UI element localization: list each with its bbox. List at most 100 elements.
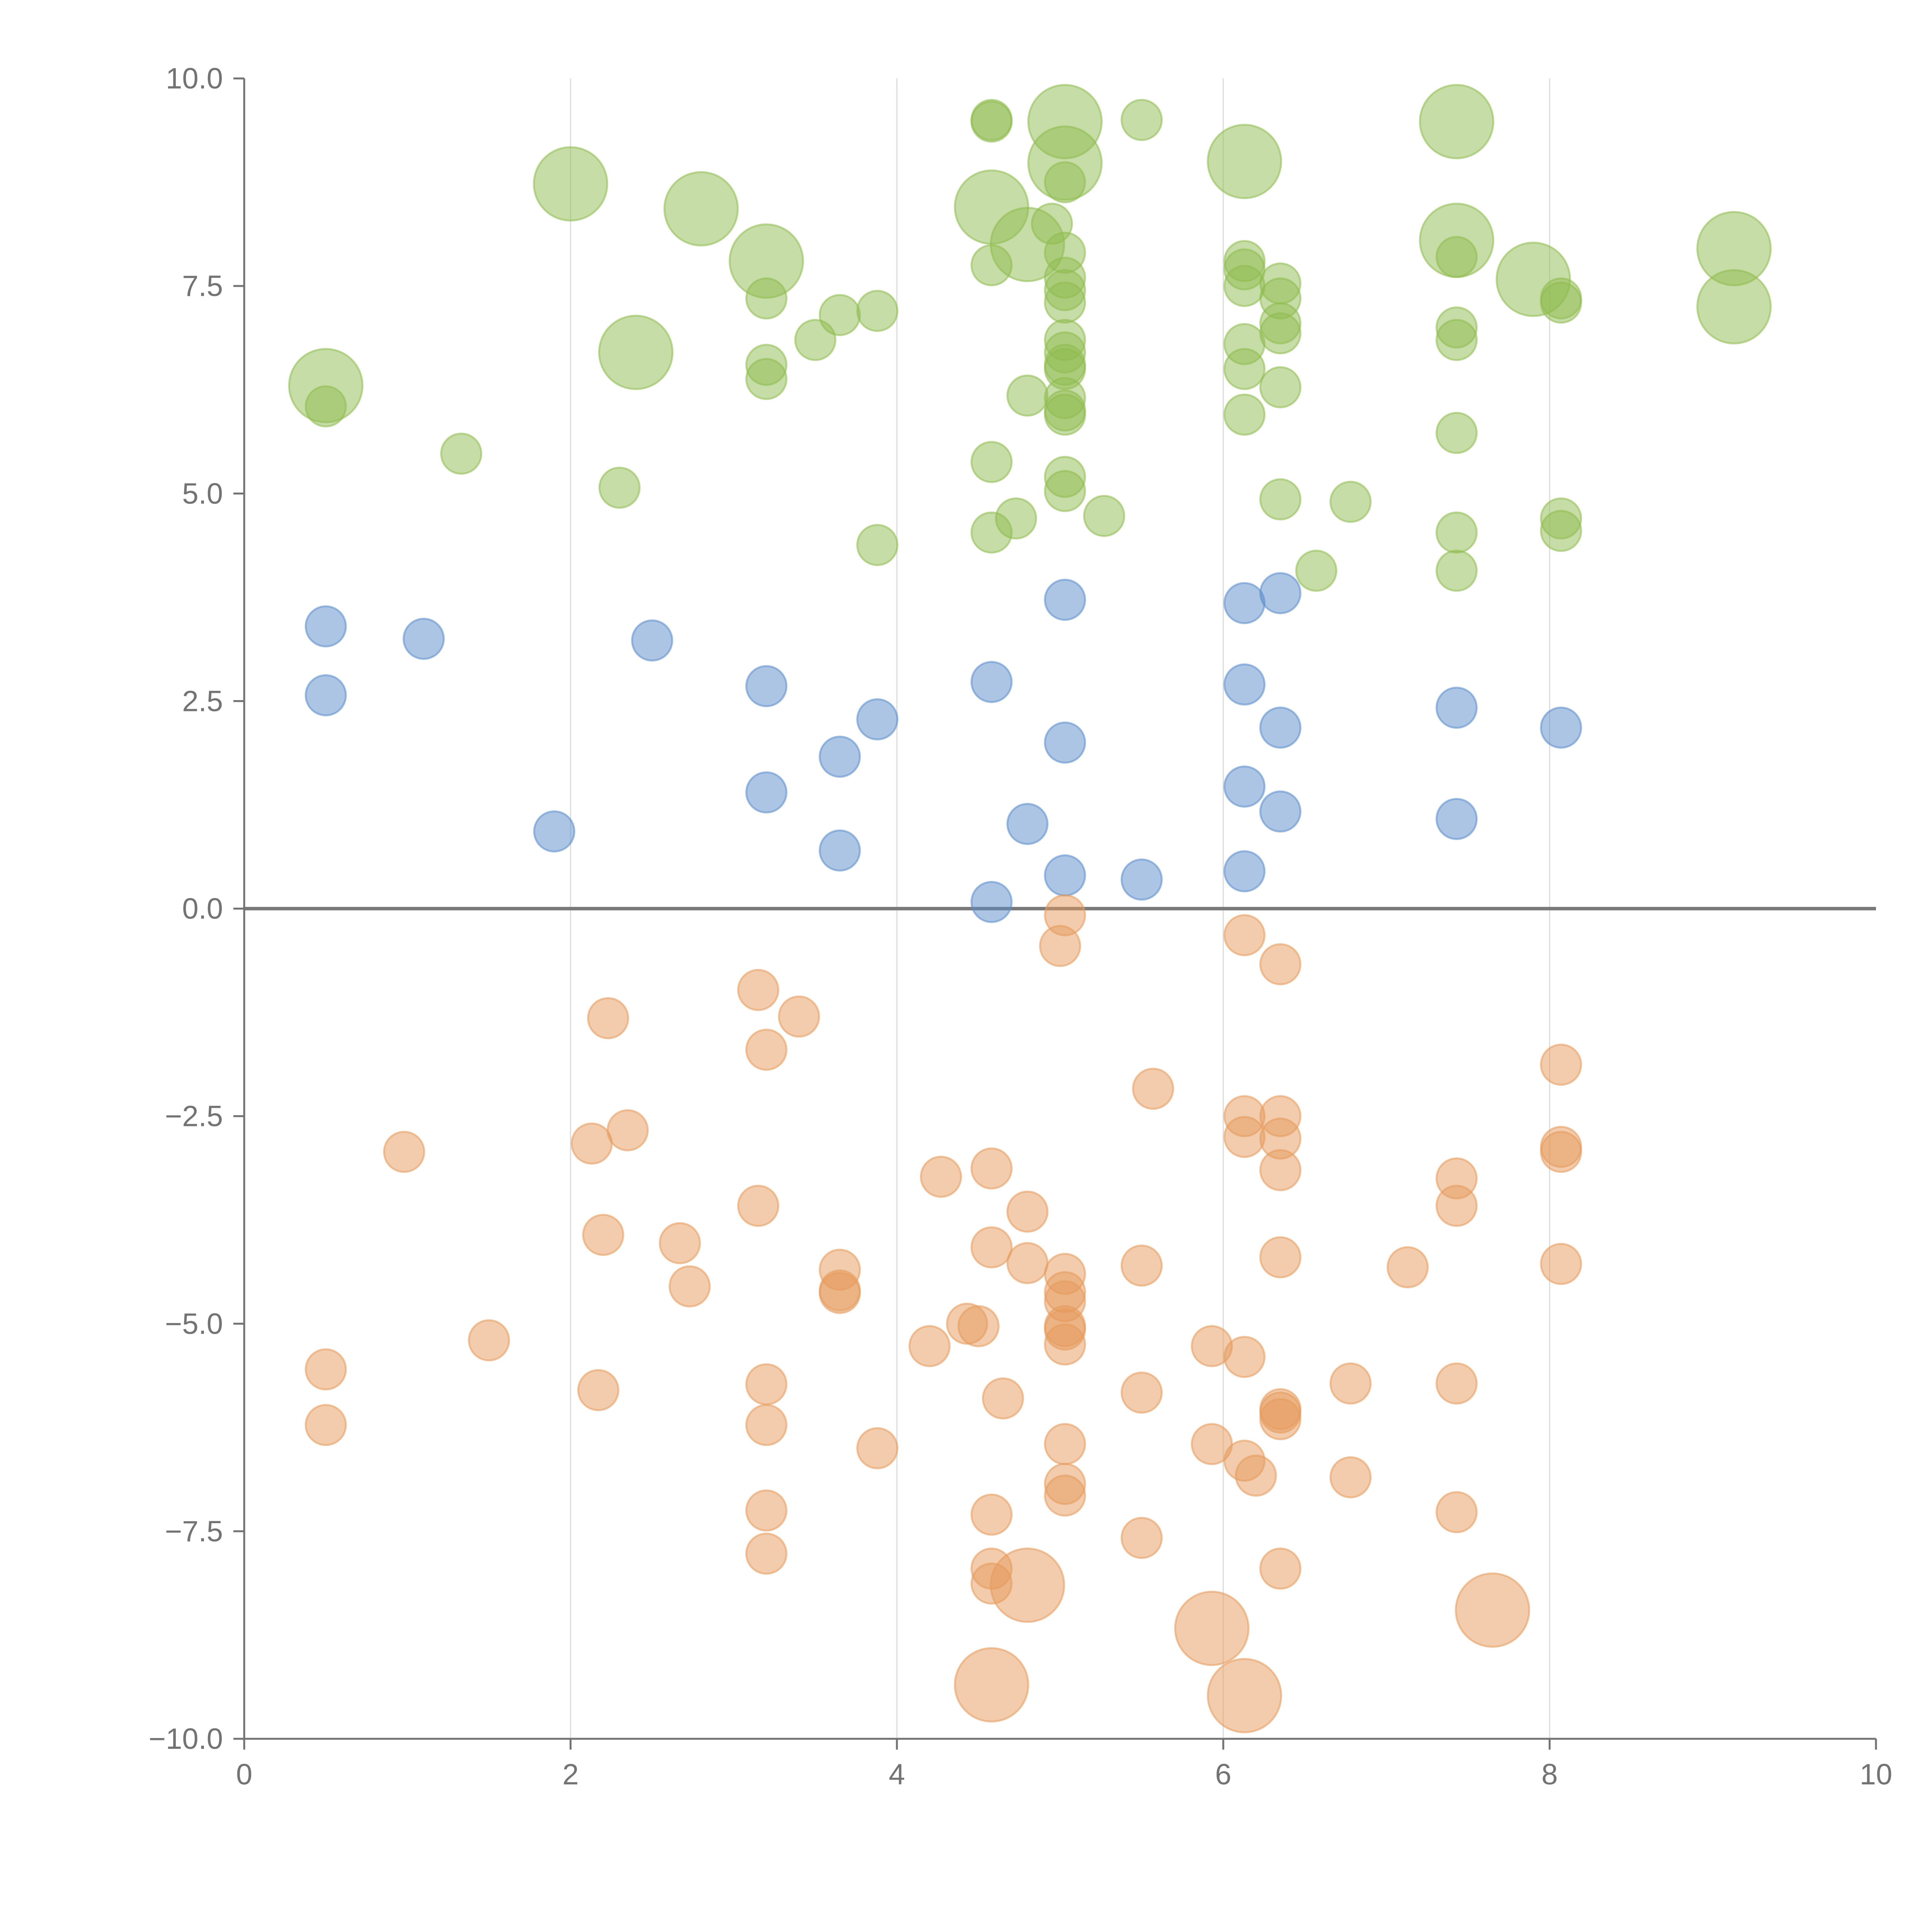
bubble-point (304, 1348, 347, 1391)
bubble-point (970, 661, 1013, 703)
bubble-point (1329, 1362, 1372, 1405)
y-tick-label: 10.0 (166, 62, 223, 95)
bubble-point (598, 315, 674, 390)
bubble-point (970, 1147, 1013, 1190)
y-tick-label: 0.0 (182, 893, 223, 925)
bubble-point (1044, 1474, 1086, 1517)
bubble-point (856, 698, 899, 741)
bubble-point (1235, 1454, 1277, 1497)
bubble-point (1223, 582, 1266, 624)
bubble-point (737, 1185, 779, 1227)
bubble-point (856, 1427, 899, 1469)
bubble-point (745, 665, 787, 707)
bubble-point (1121, 99, 1163, 141)
bubble-point (1540, 1131, 1582, 1173)
bubble-point (1435, 1362, 1478, 1405)
y-tick-label: 5.0 (182, 477, 223, 510)
bubble-point (1044, 393, 1086, 436)
bubble-point (1696, 269, 1772, 345)
bubble-point (1259, 943, 1302, 985)
bubble-point (970, 1493, 1013, 1536)
y-tick-label: 2.5 (182, 685, 223, 718)
bubble-point (1419, 84, 1495, 160)
bubble-point (304, 605, 347, 648)
bubble-point (1435, 412, 1478, 454)
x-tick-label: 10 (1860, 1758, 1893, 1791)
bubble-point (1223, 850, 1266, 893)
bubble-point (1006, 1242, 1049, 1284)
bubble-point (1044, 161, 1086, 204)
bubble-point (970, 441, 1013, 483)
axes: 0 2 4 6 8 10 −10.0 −7.5 −5.0 −2.5 0.0 2.5 5.0 7.5 10.0 (149, 62, 1893, 1791)
y-tick-label: −10.0 (149, 1723, 223, 1755)
bubble-point (533, 810, 575, 853)
bubble-point (1083, 495, 1126, 537)
series-high (288, 84, 1772, 592)
bubble-point (737, 969, 779, 1011)
bubble-point (440, 432, 483, 475)
bubble-point (1044, 470, 1086, 512)
bubble-point (668, 1265, 711, 1308)
bubble-point (1435, 549, 1478, 592)
bubble-point (995, 497, 1037, 540)
bubble-point (745, 1404, 787, 1446)
bubble-point (954, 1647, 1029, 1723)
bubble-point (818, 1272, 861, 1314)
bubble-point (1121, 1244, 1163, 1287)
bubble-point (1006, 803, 1049, 845)
bubble-point (1044, 1323, 1086, 1366)
bubble-point (1044, 854, 1086, 897)
series-mid (304, 572, 1582, 923)
bubble-point (1207, 1658, 1282, 1733)
bubble-point (1259, 478, 1302, 520)
bubble-point (304, 674, 347, 716)
bubble-point (1259, 312, 1302, 355)
bubble-point (1207, 124, 1282, 199)
bubble-point (1435, 1185, 1478, 1227)
y-tick-label: −2.5 (165, 1100, 223, 1133)
bubble-point (1223, 1116, 1266, 1158)
bubble-point (1259, 1236, 1302, 1279)
bubble-point (982, 1377, 1024, 1420)
bubble-point (582, 1214, 624, 1256)
bubble-point (1540, 1043, 1582, 1086)
bubble-point (1435, 687, 1478, 729)
bubble-point (1223, 265, 1266, 307)
bubble-point (856, 290, 899, 332)
y-tick-label: −5.0 (165, 1308, 223, 1340)
bubble-point (778, 995, 820, 1038)
bubble-point (1121, 1371, 1163, 1414)
bubble-point (908, 1325, 951, 1367)
bubble-point (745, 277, 787, 320)
bubble-point (745, 1532, 787, 1575)
bubble-point (1455, 1572, 1531, 1648)
bubble-point (1044, 721, 1086, 764)
bubble-point (1044, 1423, 1086, 1465)
bubble-point (1435, 319, 1478, 361)
x-tick-label: 0 (236, 1758, 252, 1791)
x-tick-label: 2 (562, 1758, 578, 1791)
y-tick-label: 7.5 (182, 270, 223, 303)
bubble-point (587, 997, 629, 1039)
bubble-point (1329, 1456, 1372, 1498)
bubble-point (1223, 914, 1266, 956)
bubble-point (1044, 578, 1086, 621)
bubble-layer (288, 84, 1772, 1733)
bubble-point (1259, 706, 1302, 749)
bubble-point (745, 358, 787, 400)
bubble-point (1435, 1491, 1478, 1533)
bubble-point (1540, 510, 1582, 552)
bubble-point (1435, 511, 1478, 554)
bubble-point (1329, 481, 1372, 523)
bubble-point (818, 294, 861, 336)
bubble-point (1435, 236, 1478, 278)
bubble-point (1223, 348, 1266, 390)
bubble-point (1044, 281, 1086, 324)
bubble-point (570, 1122, 613, 1165)
bubble-point (1259, 572, 1302, 614)
bubble-point (304, 1404, 347, 1446)
y-tick-label: −7.5 (165, 1515, 223, 1548)
bubble-point (1223, 663, 1266, 706)
bubble-point (1223, 1336, 1266, 1378)
